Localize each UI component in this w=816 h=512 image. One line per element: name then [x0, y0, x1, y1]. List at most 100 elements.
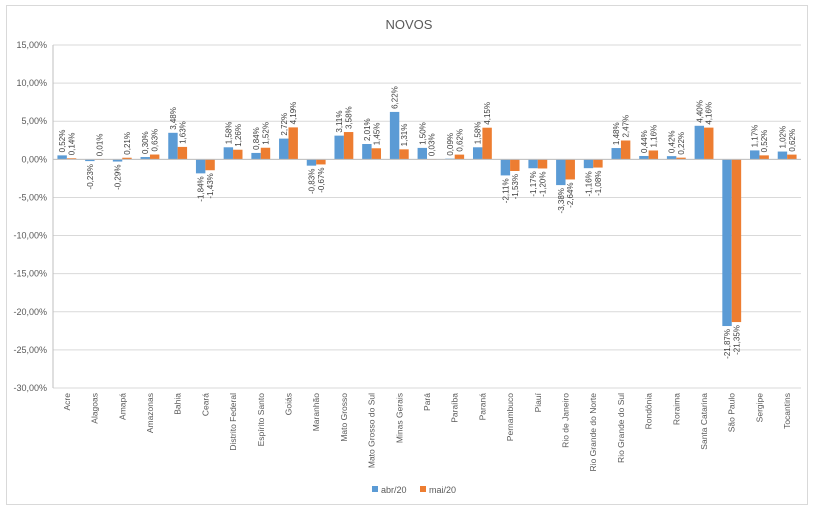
data-label: 0,09% [446, 133, 455, 156]
data-label: 4,40% [695, 100, 704, 123]
y-tick-label: 15,00% [16, 40, 47, 50]
bar-mai/20-Amazonas [149, 154, 160, 160]
bar-abr/20-Amazonas [140, 157, 150, 160]
bar-mai/20-Amapá [122, 157, 132, 160]
data-label: 1,16% [649, 125, 658, 148]
bar-mai/20-Tocantins [787, 154, 797, 160]
data-label: 6,22% [391, 86, 400, 109]
bar-abr/20-Paraná [472, 147, 483, 160]
data-label: -2,64% [566, 182, 575, 207]
y-tick-label: -10,00% [13, 231, 47, 241]
y-tick-label: -25,00% [13, 345, 47, 355]
data-label: 1,48% [612, 122, 621, 145]
data-label: 0,52% [760, 130, 769, 153]
x-tick-label: Santa Catarina [699, 393, 709, 450]
data-label: -0,29% [114, 165, 123, 190]
data-label: -21,87% [723, 329, 732, 359]
bar-abr/20-Mato Grosso [334, 135, 344, 160]
x-tick-label: Minas Gerais [394, 393, 404, 443]
x-tick-label: Distrito Federal [228, 393, 238, 451]
x-tick-label: Maranhão [311, 393, 321, 432]
data-label: 0,42% [668, 130, 677, 153]
bar-mai/20-Rio Grande do Norte [593, 159, 603, 168]
bars [57, 111, 797, 327]
data-label: 1,58% [224, 122, 233, 145]
gridlines [53, 44, 801, 389]
bar-abr/20-Acre [57, 155, 67, 160]
x-tick-label: Pernambuco [505, 393, 515, 441]
bar-mai/20-Distrito Federal [233, 149, 243, 160]
bar-mai/20-Goiás [288, 127, 298, 160]
bar-mai/20-Paraná [482, 127, 492, 160]
data-label: 0,14% [68, 133, 77, 156]
x-tick-label: Rio de Janeiro [561, 393, 571, 448]
x-axis-ticks: Acre Alagoas Amapá Amazonas Bahia Ceará Distri… [62, 392, 792, 471]
y-tick-label: 10,00% [16, 78, 47, 88]
legend: abr/20 mai/20 [372, 485, 456, 495]
data-label: 0,84% [252, 127, 261, 150]
data-label: 3,48% [169, 107, 178, 130]
bar-mai/20-Mato Grosso do Sul [371, 148, 382, 160]
x-tick-label: Mato Grosso [339, 393, 349, 442]
data-label: 1,31% [400, 124, 409, 147]
data-label: 0,21% [123, 132, 132, 155]
data-label: -3,38% [557, 188, 566, 213]
bar-abr/20-Rondônia [639, 155, 649, 160]
data-label: -1,84% [197, 176, 206, 201]
bar-abr/20-Minas Gerais [389, 111, 400, 160]
bar-abr/20-Roraima [666, 156, 677, 160]
x-tick-label: Goiás [283, 393, 293, 415]
data-label: 2,01% [363, 118, 372, 141]
data-label: -1,17% [529, 171, 538, 196]
bar-mai/20-Rio Grande do Sul [620, 140, 631, 160]
bar-mai/20-Ceará [205, 159, 215, 171]
data-label: -0,23% [86, 164, 95, 189]
data-label: 4,16% [705, 102, 714, 125]
data-labels: 0,52% -0,23% -0,29% 0,30% 3,48% -1,84% 1,58% 0,… [58, 86, 797, 359]
bar-abr/20-Distrito Federal [223, 147, 234, 160]
bar-abr/20-Alagoas [85, 159, 95, 162]
x-tick-label: Paraná [477, 393, 487, 421]
data-label: 4,19% [289, 102, 298, 125]
x-tick-label: Rondônia [644, 393, 654, 430]
data-label: 0,52% [58, 130, 67, 153]
data-label: 1,17% [751, 125, 760, 148]
y-axis-ticks: 15,00% 10,00% 5,00% 0,00% -5,00% -10,00% -15,0… [13, 40, 47, 393]
data-label: 1,45% [372, 123, 381, 146]
bar-abr/20-Pará [417, 147, 427, 160]
data-label: 1,50% [418, 122, 427, 145]
data-label: 3,58% [345, 106, 354, 129]
bar-abr/20-Pernambuco [500, 159, 511, 176]
bar-abr/20-Rio Grande do Sul [611, 148, 621, 160]
y-tick-label: -15,00% [13, 269, 47, 279]
bar-abr/20-Tocantins [777, 151, 788, 160]
data-label: -1,08% [594, 171, 603, 196]
chart-frame: NOVOS 15,00% 10,00% 5,00% 0,00% -5,00% -10,00… [6, 5, 808, 505]
bar-abr/20-Rio de Janeiro [556, 159, 566, 186]
x-tick-label: Bahia [173, 393, 183, 415]
x-tick-label: Sergipe [754, 393, 764, 423]
x-tick-label: Acre [62, 393, 72, 411]
x-tick-label: Espírito Santo [256, 393, 266, 447]
bar-mai/20-Piauí [537, 159, 548, 169]
legend-swatch [420, 486, 426, 492]
y-tick-label: -30,00% [13, 383, 47, 393]
bar-mai/20-Espírito Santo [260, 147, 271, 160]
bar-mai/20-Mato Grosso [343, 132, 354, 160]
data-label: -21,35% [732, 325, 741, 355]
data-label: 1,02% [778, 126, 787, 149]
bar-chart: NOVOS 15,00% 10,00% 5,00% 0,00% -5,00% -10,00… [13, 17, 801, 495]
bar-mai/20-São Paulo [731, 159, 742, 323]
data-label: 4,15% [483, 102, 492, 125]
data-label: -1,16% [585, 171, 594, 196]
bar-mai/20-Acre [66, 158, 77, 160]
x-tick-label: Paraíba [450, 393, 460, 423]
y-tick-label: 0,00% [21, 154, 47, 164]
chart-title: NOVOS [386, 17, 433, 32]
bar-mai/20-Paraíba [454, 154, 465, 160]
x-tick-label: Tocantins [782, 393, 792, 429]
x-tick-label: Rio Grande do Norte [588, 393, 598, 472]
legend-label: mai/20 [429, 485, 456, 495]
x-tick-label: Roraima [671, 393, 681, 425]
bar-abr/20-Piauí [528, 159, 538, 169]
